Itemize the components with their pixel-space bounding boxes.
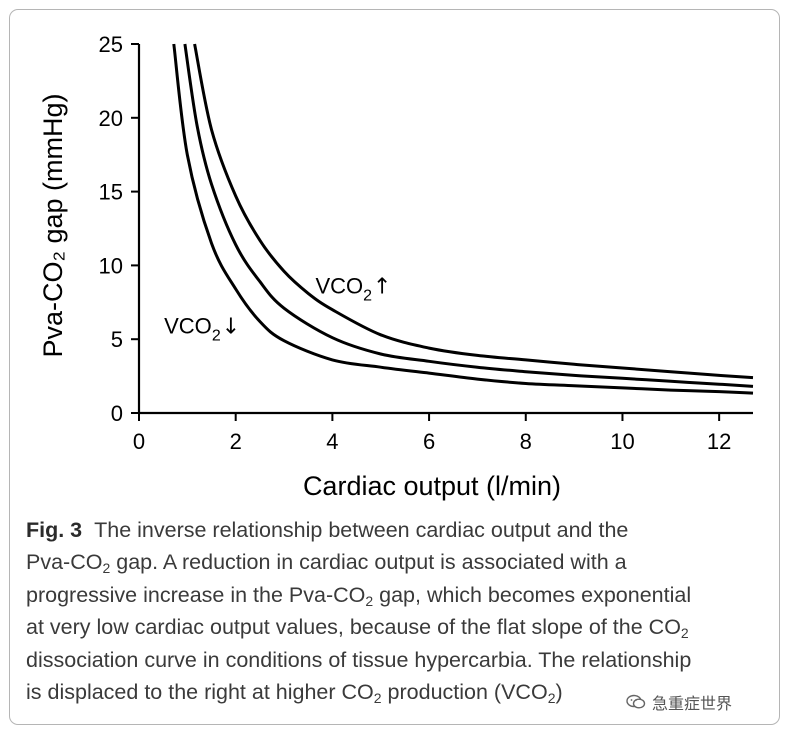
y-tick-label: 20 [99, 106, 123, 131]
caption-line: Pva-CO2 gap. A reduction in cardiac outp… [26, 550, 627, 577]
x-tick-label: 8 [520, 429, 532, 454]
y-axis-label: Pva-CO₂ gap (mmHg) [38, 93, 68, 357]
curve-1 [172, 43, 754, 395]
x-tick-label: 4 [326, 429, 338, 454]
caption-line: is displaced to the right at higher CO2 … [26, 680, 563, 707]
watermark: 急重症世界 [622, 690, 737, 714]
y-tick-label: 0 [111, 401, 123, 426]
x-tick-label: 12 [707, 429, 731, 454]
figure-label: Fig. 3 [26, 518, 83, 542]
subscript: 2 [680, 625, 689, 642]
x-axis-label: Cardiac output (l/min) [303, 471, 561, 501]
curve-2 [183, 43, 754, 388]
caption-line: at very low cardiac output values, becau… [26, 615, 689, 642]
wechat-icon [626, 694, 646, 709]
subscript: 2 [373, 690, 382, 707]
x-tick-label: 2 [230, 429, 242, 454]
caption-line: progressive increase in the Pva-CO2 gap,… [26, 582, 692, 609]
subscript: 2 [102, 560, 111, 577]
line-chart: 0 5 10 15 20 25 0 2 4 6 8 10 12 Cardiac output (l/min… [38, 32, 754, 501]
subscript: 2 [547, 690, 556, 707]
annotation-vco2-down: VCO2↓ [164, 313, 240, 344]
y-tick-label: 25 [99, 32, 123, 57]
subscript: 2 [365, 592, 374, 609]
x-tick-label: 6 [423, 429, 435, 454]
y-tick-label: 10 [99, 253, 123, 278]
x-tick-label: 10 [610, 429, 634, 454]
y-tick-label: 5 [111, 327, 123, 352]
watermark-text: 急重症世界 [652, 694, 733, 713]
y-tick-label: 15 [99, 180, 123, 205]
x-tick-label: 0 [133, 429, 145, 454]
annotation-vco2-up: VCO2↑ [315, 273, 391, 304]
caption-line: dissociation curve in conditions of tiss… [26, 647, 692, 672]
curve-3 [193, 43, 754, 380]
figure-caption: Fig. 3 The inverse relationship between … [26, 514, 766, 708]
figure-frame [9, 9, 780, 725]
caption-line: Fig. 3 The inverse relationship between … [26, 518, 629, 542]
